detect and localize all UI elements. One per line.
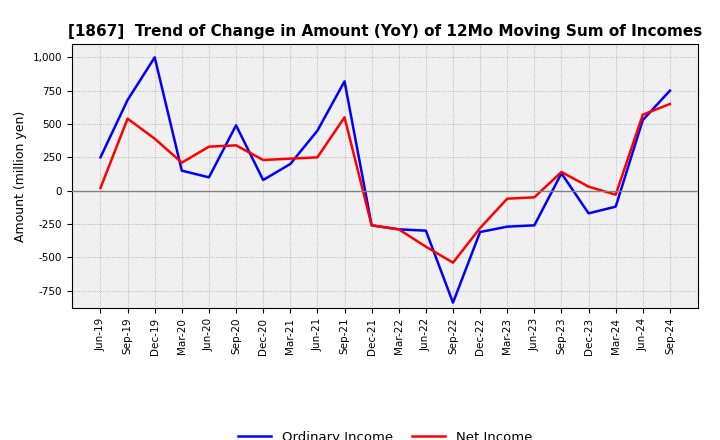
Ordinary Income [313,128,322,133]
Ordinary Income [204,175,213,180]
Net Income [204,144,213,149]
Ordinary Income [232,123,240,128]
Net Income [639,112,647,117]
Line: Net Income: Net Income [101,104,670,263]
Net Income [476,225,485,231]
Net Income [178,160,186,165]
Ordinary Income [503,224,511,229]
Ordinary Income [611,204,620,209]
Net Income [367,223,376,228]
Ordinary Income [123,97,132,103]
Ordinary Income [421,228,430,233]
Ordinary Income [286,161,294,167]
Ordinary Income [665,88,674,93]
Ordinary Income [584,211,593,216]
Ordinary Income [639,117,647,123]
Net Income [341,115,349,120]
Net Income [665,101,674,106]
Ordinary Income [449,300,457,305]
Line: Ordinary Income: Ordinary Income [101,57,670,303]
Net Income [395,227,403,232]
Net Income [96,185,105,191]
Title: [1867]  Trend of Change in Amount (YoY) of 12Mo Moving Sum of Incomes: [1867] Trend of Change in Amount (YoY) o… [68,24,702,39]
Net Income [421,244,430,249]
Ordinary Income [395,227,403,232]
Net Income [123,116,132,121]
Ordinary Income [259,177,268,183]
Ordinary Income [178,168,186,173]
Ordinary Income [96,155,105,160]
Net Income [150,136,159,141]
Legend: Ordinary Income, Net Income: Ordinary Income, Net Income [233,425,538,440]
Net Income [611,192,620,197]
Net Income [530,194,539,200]
Ordinary Income [476,229,485,235]
Net Income [313,155,322,160]
Net Income [259,158,268,163]
Net Income [232,143,240,148]
Ordinary Income [341,79,349,84]
Ordinary Income [557,171,566,176]
Ordinary Income [150,55,159,60]
Ordinary Income [367,223,376,228]
Net Income [449,260,457,265]
Net Income [503,196,511,202]
Net Income [286,156,294,161]
Ordinary Income [530,223,539,228]
Net Income [584,184,593,189]
Net Income [557,169,566,175]
Y-axis label: Amount (million yen): Amount (million yen) [14,110,27,242]
